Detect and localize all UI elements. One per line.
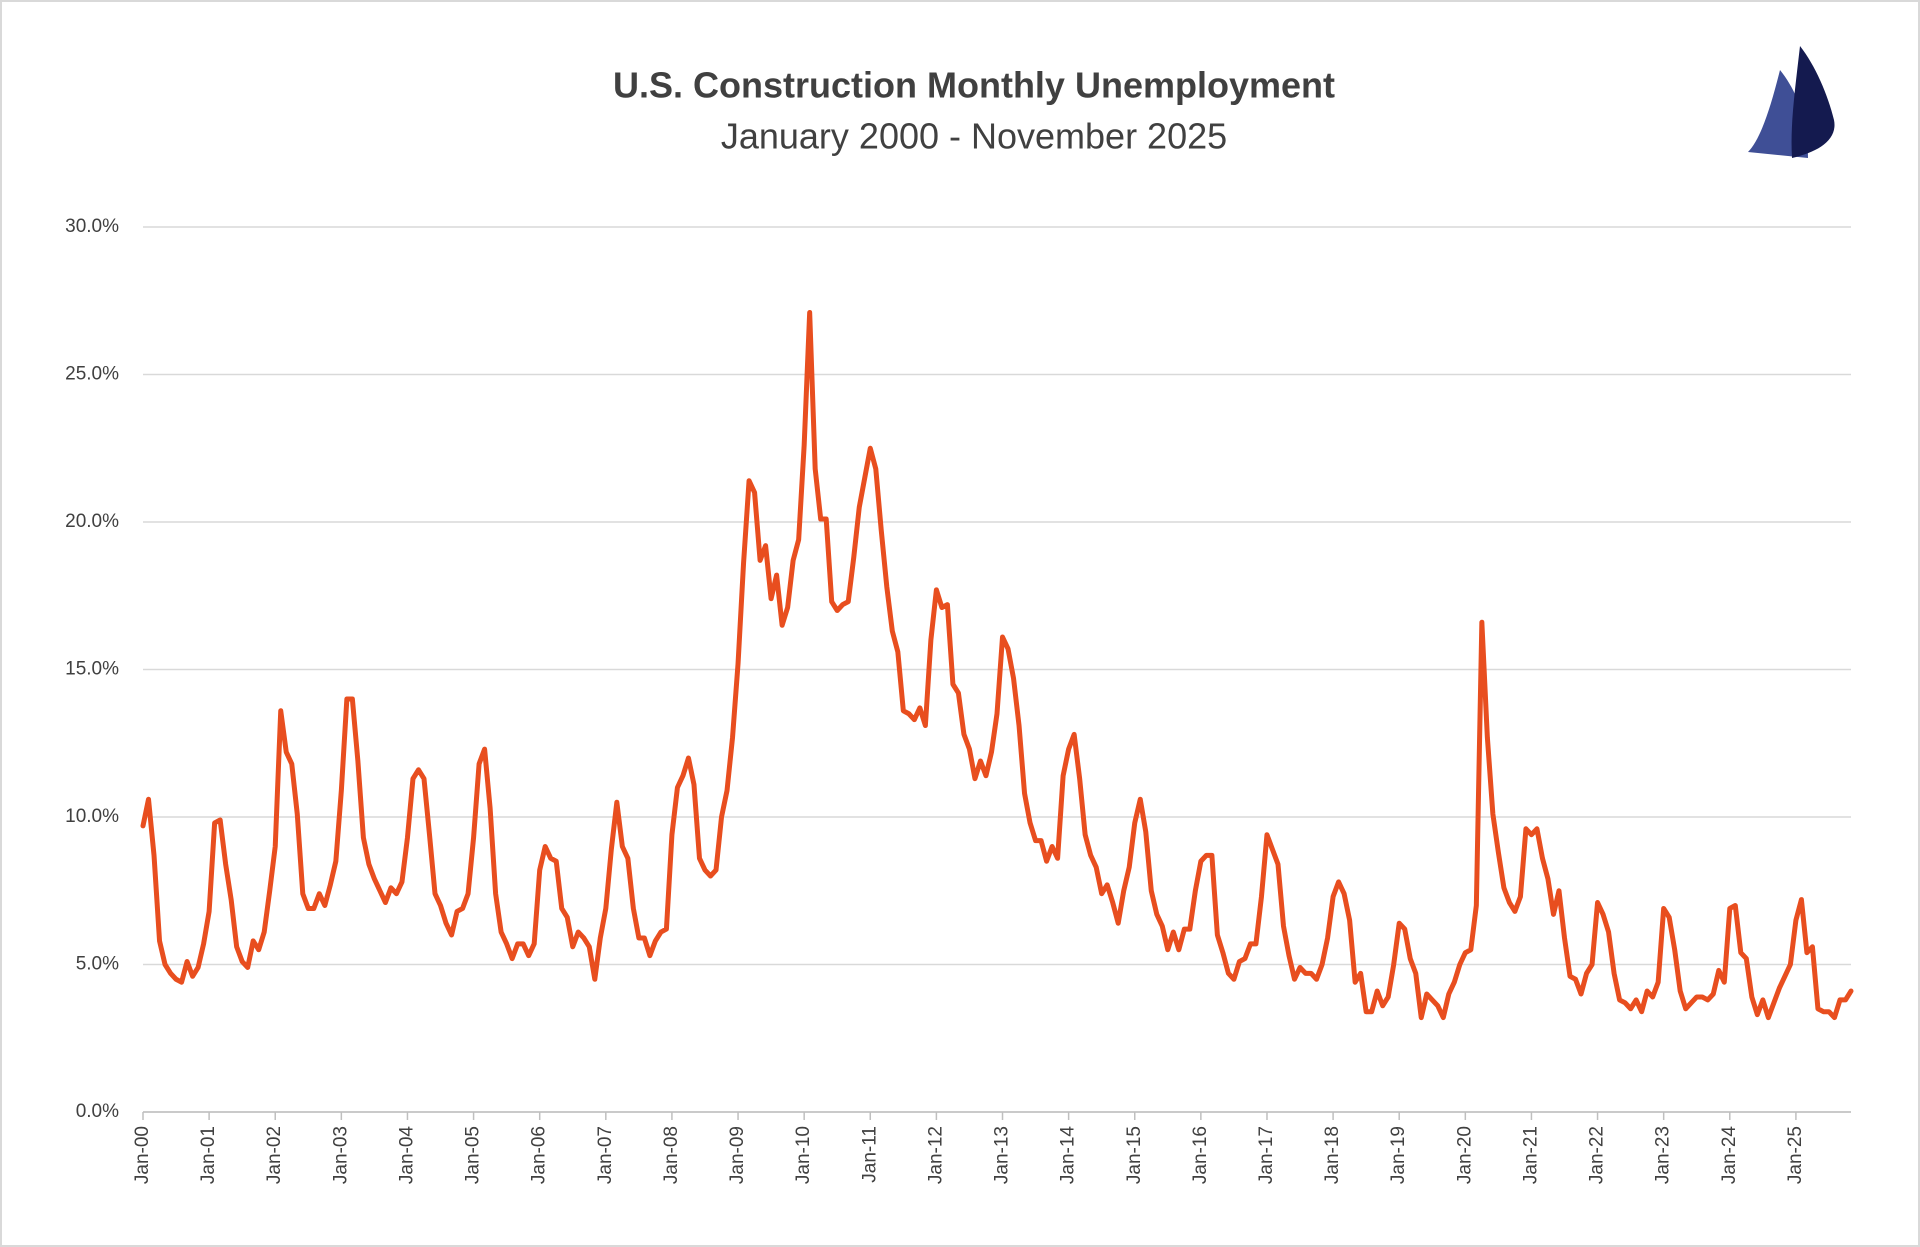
x-tick-label: Jan-02: [264, 1126, 285, 1184]
x-tick-label: Jan-12: [925, 1126, 946, 1184]
x-tick-label: Jan-00: [132, 1126, 153, 1184]
y-tick-label: 0.0%: [76, 1101, 119, 1122]
x-tick-label: Jan-01: [198, 1126, 219, 1184]
x-tick-label: Jan-06: [529, 1126, 550, 1184]
x-tick-label: Jan-21: [1520, 1126, 1541, 1184]
x-tick-label: Jan-14: [1058, 1126, 1079, 1185]
x-tick-label: Jan-05: [463, 1126, 484, 1184]
chart-subtitle: January 2000 - November 2025: [721, 116, 1227, 157]
x-tick-label: Jan-20: [1454, 1126, 1475, 1184]
x-tick-label: Jan-19: [1388, 1126, 1409, 1184]
y-tick-label: 25.0%: [65, 364, 119, 385]
y-tick-label: 5.0%: [76, 954, 119, 975]
data-line: [140, 310, 1854, 1021]
y-tick-label: 30.0%: [65, 216, 119, 237]
y-tick-label: 10.0%: [65, 806, 119, 827]
x-tick-label: Jan-07: [595, 1126, 616, 1184]
x-tick-label: Jan-16: [1190, 1126, 1211, 1184]
x-tick-label: Jan-04: [396, 1126, 417, 1185]
x-tick-label: Jan-11: [859, 1126, 880, 1183]
x-tick-label: Jan-09: [727, 1126, 748, 1184]
chart-title: U.S. Construction Monthly Unemployment: [613, 65, 1335, 106]
x-tick-label: Jan-10: [793, 1126, 814, 1184]
x-tick-label: Jan-17: [1256, 1126, 1277, 1184]
x-tick-label: Jan-03: [330, 1126, 351, 1184]
y-tick-label: 15.0%: [65, 659, 119, 680]
x-tick-label: Jan-08: [661, 1126, 682, 1184]
x-tick-label: Jan-18: [1322, 1126, 1343, 1184]
x-tick-label: Jan-22: [1587, 1126, 1608, 1184]
y-tick-label: 20.0%: [65, 511, 119, 532]
logo-sail-front: [1791, 46, 1835, 158]
logo: [1748, 46, 1835, 158]
x-tick-label: Jan-23: [1653, 1126, 1674, 1184]
x-tick-label: Jan-24: [1719, 1126, 1740, 1185]
x-tick-label: Jan-15: [1124, 1126, 1145, 1184]
x-tick-label: Jan-25: [1785, 1126, 1806, 1184]
x-tick-label: Jan-13: [992, 1126, 1013, 1184]
